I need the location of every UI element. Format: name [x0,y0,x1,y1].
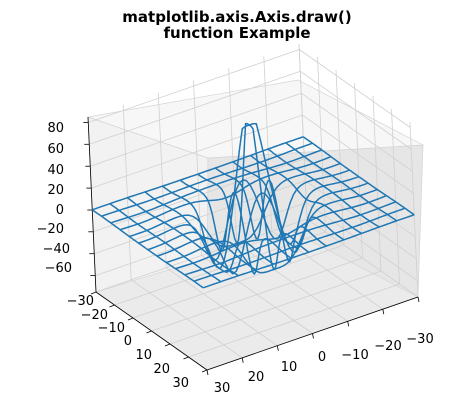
wireframe-line [179,179,292,275]
z-axis-line [87,116,97,293]
back-pane-grid-line [157,92,167,268]
right-pane-grid-line [302,114,414,194]
chart-title-line-1: matplotlib.axis.Axis.draw() [122,8,351,26]
x-tick-mark [183,356,189,360]
back-pane-grid-line [122,104,132,280]
axes-3d: 80 60 40 20 0 −20 −40 −60 −30 −20 −10 0 … [37,43,434,396]
wireframe-line [109,203,222,283]
y-tick-label: 30 [214,381,231,396]
y-tick-mark [312,333,314,339]
right-pane-grid-line [372,95,382,272]
back-pane-grid-line [88,49,300,123]
z-tick-label: −40 [43,242,70,257]
wireframe-line [250,154,362,235]
x-tick-mark [164,343,171,347]
floor-grid-line [130,279,243,359]
y-tick-label: 20 [248,370,265,385]
wireframe-line [144,191,257,271]
floor-grid-line [166,267,278,347]
right-pane-grid-line [301,92,413,172]
right-pane-grid-line [391,108,400,285]
right-pane-grid-line [306,202,418,281]
x-tick-mark [109,304,115,308]
wireframe-line [91,209,204,289]
wireframe-surface [91,122,415,289]
z-tick-labels: 80 60 40 20 0 −20 −40 −60 [37,121,72,276]
x-tick-mark [201,369,208,373]
back-pane-grid-line [89,70,301,145]
z-tick-label: 0 [56,203,64,218]
z-tick-label: 60 [47,142,64,157]
back-pane-grid-line [90,92,302,167]
z-tick-label: −20 [37,222,64,237]
x-tick-label: 20 [153,362,170,377]
y-tick-label: −30 [406,332,433,347]
wireframe-line [285,142,398,222]
y-tick-mark [382,309,385,315]
wireframe-line [197,122,310,271]
y-tick-label: −20 [374,339,401,354]
x-tick-mark [146,330,152,334]
right-pane-grid-line [305,180,417,260]
right-pane-grid-line [300,70,412,150]
z-tick-label: −60 [45,261,72,276]
x-tick-label: 10 [135,348,152,363]
y-tick-mark [417,296,420,303]
back-pane-grid-line [298,43,308,220]
z-tick-label: 20 [47,183,64,198]
wireframe-line [162,185,274,273]
z-tick-label: 80 [47,121,64,136]
right-pane-grid-line [304,158,416,238]
x-tick-mark [127,317,134,321]
y-tick-label: 10 [281,360,298,375]
floor-grid-line [236,242,348,322]
y-tick-mark [347,321,350,327]
wireframe-line [302,136,415,216]
x-tick-label: −30 [67,294,94,309]
x-tick-label: −10 [98,321,125,336]
right-pane-grid-line [317,56,326,233]
y-tick-mark [241,357,244,363]
x-tick-label: 30 [172,376,189,391]
x-tick-label: 0 [124,334,132,349]
y-tick-mark [206,369,209,376]
right-pane-grid-line [335,69,345,246]
back-pane-grid-line [93,158,305,233]
y-tick-label: 0 [318,350,326,365]
y-tick-label: −10 [341,348,368,363]
tick-marks [83,122,420,376]
right-pane-grid-line [299,49,411,128]
floor-grid-line [306,218,419,298]
wireframe-line [126,197,239,277]
x-tick-labels: −30 −20 −10 0 10 20 30 [67,294,189,391]
right-pane-grid-line [409,121,419,298]
wireframe-line [214,167,327,263]
back-pane-grid-line [91,114,303,189]
back-pane-grid-line [228,68,238,244]
z-tick-label: 40 [47,163,64,178]
back-pane-grid-line [193,80,202,256]
wireframe-line [232,161,345,249]
x-tick-mark [90,291,97,295]
x-tick-label: −20 [81,308,108,323]
chart-title-line-2: function Example [163,24,310,42]
y-tick-mark [276,345,279,351]
right-pane-grid-line [354,82,363,259]
back-pane-grid-line [94,180,306,255]
y-tick-labels: 30 20 10 0 −10 −20 −30 [214,332,434,396]
wireframe-line [267,148,380,228]
